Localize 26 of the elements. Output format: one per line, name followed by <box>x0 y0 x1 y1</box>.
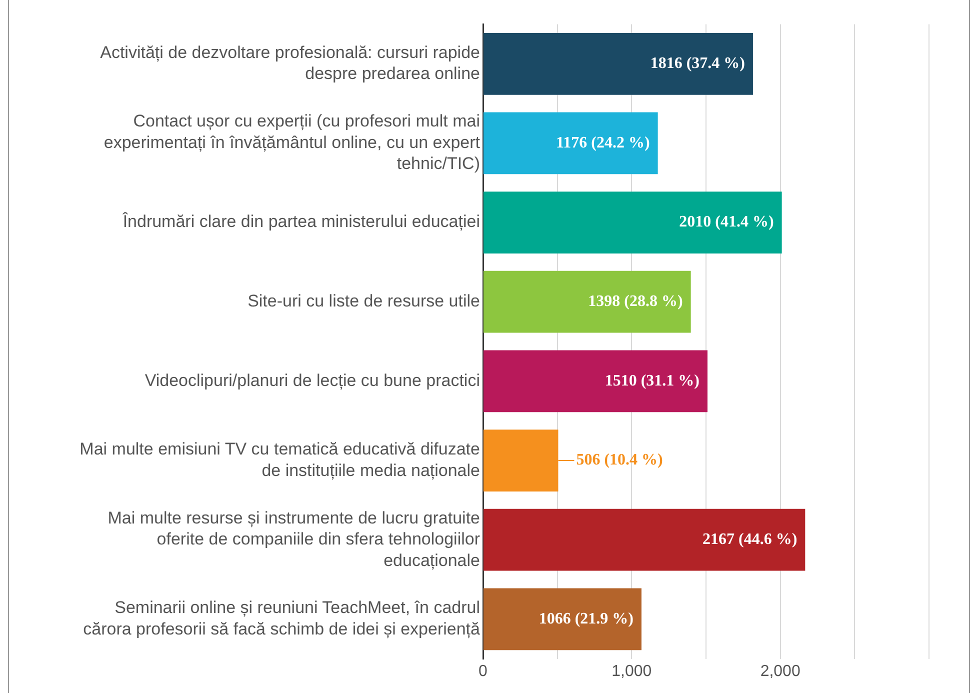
y-tick-label: Mai multe emisiuni TV cu tematică educativă difuzate de instituțiile media naționale <box>80 440 480 480</box>
y-tick-label: Mai multe resurse și instrumente de lucru gratuite oferite de companiile din sfera tehnologiilor educaționale <box>108 508 480 570</box>
bar <box>484 192 782 254</box>
y-tick-label: Îndrumări clare din partea ministerului educației <box>122 212 480 232</box>
bar <box>484 508 806 571</box>
bar <box>484 270 691 333</box>
bar <box>484 32 753 95</box>
y-tick-label: Videoclipuri/planuri de lecție cu bune practici <box>144 370 480 390</box>
y-tick-label: Seminarii online și reuniuni TeachMeet, în cadrul cărora profesorii să facă schimb de idei și experiență <box>83 598 481 638</box>
y-tick-label: Contact ușor cu experții (cu profesori mult mai experimentați în învățământul online, cu un expert tehnic/TIC) <box>104 112 480 174</box>
bar <box>484 350 708 412</box>
y-tick-label: Activități de dezvoltare profesională: cursuri rapide despre predarea online <box>100 42 480 84</box>
x-tick-label: 1,000 <box>612 662 652 680</box>
data-label: 1066 (21.9 %) <box>538 610 634 628</box>
data-label: 1816 (37.4 %) <box>650 55 745 72</box>
data-label: 1510 (31.1 %) <box>604 372 700 390</box>
x-tick-label: 0 <box>478 662 488 680</box>
bar <box>484 588 642 650</box>
data-label: 2167 (44.6 %) <box>702 530 798 548</box>
data-label: 506 (10.4 %) <box>576 452 663 469</box>
data-label: 1398 (28.8 %) <box>588 293 683 310</box>
y-tick-label: Site-uri cu liste de resurse utile <box>248 292 480 311</box>
x-tick-label: 2,000 <box>760 662 800 680</box>
bar <box>484 112 658 174</box>
data-label: 2010 (41.4 %) <box>679 214 774 231</box>
data-label: 1176 (24.2 %) <box>556 134 650 152</box>
